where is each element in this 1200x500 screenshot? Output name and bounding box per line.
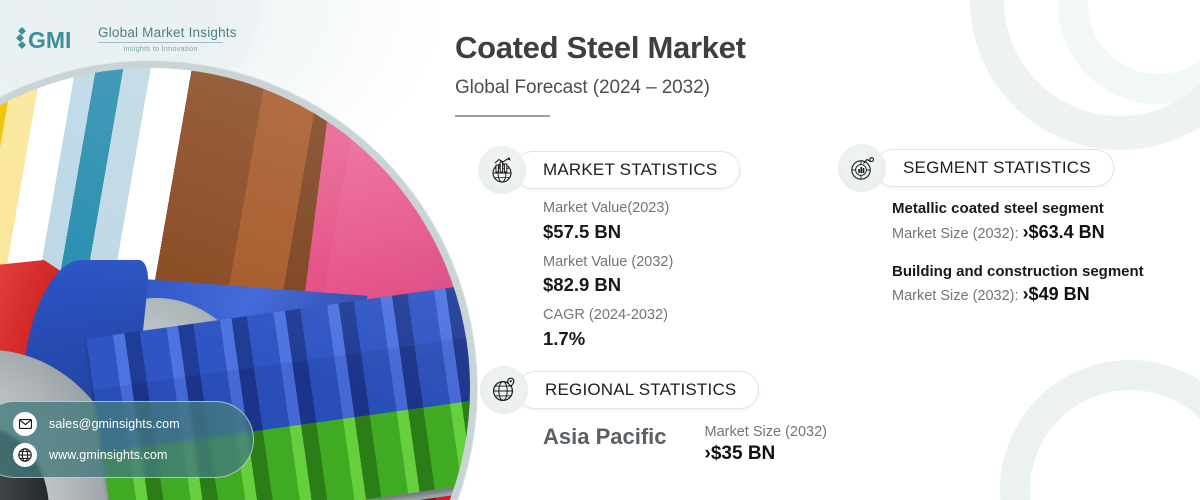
region-name: Asia Pacific — [543, 424, 667, 449]
decor-ring-bottom-right — [1000, 360, 1200, 500]
segment-statistics-label: SEGMENT STATISTICS — [874, 149, 1114, 187]
contact-website: www.gminsights.com — [49, 448, 168, 462]
regional-statistics-header: REGIONAL STATISTICS — [480, 366, 760, 414]
decor-ring-top-right — [970, 0, 1200, 150]
pie-chart-arrow-icon — [838, 144, 886, 192]
globe-pin-icon — [480, 366, 528, 414]
logo-divider — [98, 42, 223, 44]
globe-bar-chart-icon — [478, 146, 526, 194]
title-block: Coated Steel Market Global Forecast (202… — [455, 30, 746, 117]
segment-metric-label: Market Size (2032): — [892, 288, 1023, 304]
market-row-value: $82.9 BN — [543, 274, 622, 296]
region-metric-value: ›$35 BN — [704, 443, 776, 464]
region-metric-label: Market Size (2032) — [704, 424, 828, 440]
segment-statistics-body: Metallic coated steel segment Market Siz… — [892, 199, 1182, 305]
segment-statistics-header: SEGMENT STATISTICS — [838, 144, 1114, 192]
segment-title: Building and construction segment — [892, 262, 1144, 280]
market-statistics-label: MARKET STATISTICS — [514, 151, 741, 189]
market-row-label: CAGR (2024-2032) — [543, 307, 668, 324]
decor-ring-top-right-inner — [1058, 0, 1200, 104]
regional-statistics-body: Asia Pacific Market Size (2032) ›$35 BN — [543, 424, 827, 465]
market-row-label: Market Value(2023) — [543, 200, 670, 216]
gmi-logo-icon: GMI — [14, 24, 90, 54]
market-row-value: 1.7% — [543, 328, 586, 350]
brand-name: Global Market Insights — [98, 24, 237, 40]
contact-email-row[interactable]: sales@gminsights.com — [0, 412, 239, 436]
segment-metric-label: Market Size (2032): — [892, 225, 1023, 242]
svg-text:GMI: GMI — [28, 27, 71, 53]
globe-icon — [13, 443, 37, 467]
segment-metric-value: ›$49 BN — [1022, 284, 1090, 304]
contact-website-row[interactable]: www.gminsights.com — [0, 443, 239, 467]
contact-panel: sales@gminsights.com www.gminsights.com — [0, 401, 254, 478]
segment-metric: Market Size (2032): ›$49 BN — [892, 284, 1182, 305]
regional-statistics-label: REGIONAL STATISTICS — [516, 371, 760, 409]
envelope-icon — [13, 412, 37, 436]
market-row-value: $57.5 BN — [543, 220, 622, 242]
segment-metric: Market Size (2032): ›$63.4 BN — [892, 222, 1182, 243]
page-subtitle: Global Forecast (2024 – 2032) — [455, 77, 710, 98]
market-row-label: Market Value (2032) — [543, 253, 674, 270]
brand-tagline: Insights to Innovation — [123, 44, 198, 54]
page-title: Coated Steel Market — [455, 30, 746, 65]
contact-email: sales@gminsights.com — [49, 417, 180, 431]
market-statistics-body: Market Value(2023) $57.5 BN Market Value… — [543, 198, 673, 359]
segment-title: Metallic coated steel segment — [892, 200, 1104, 217]
segment-metric-value: ›$63.4 BN — [1022, 221, 1105, 242]
title-divider — [455, 115, 550, 117]
brand-logo[interactable]: GMI Global Market Insights Insights to I… — [14, 24, 237, 54]
market-statistics-header: MARKET STATISTICS — [478, 146, 741, 194]
